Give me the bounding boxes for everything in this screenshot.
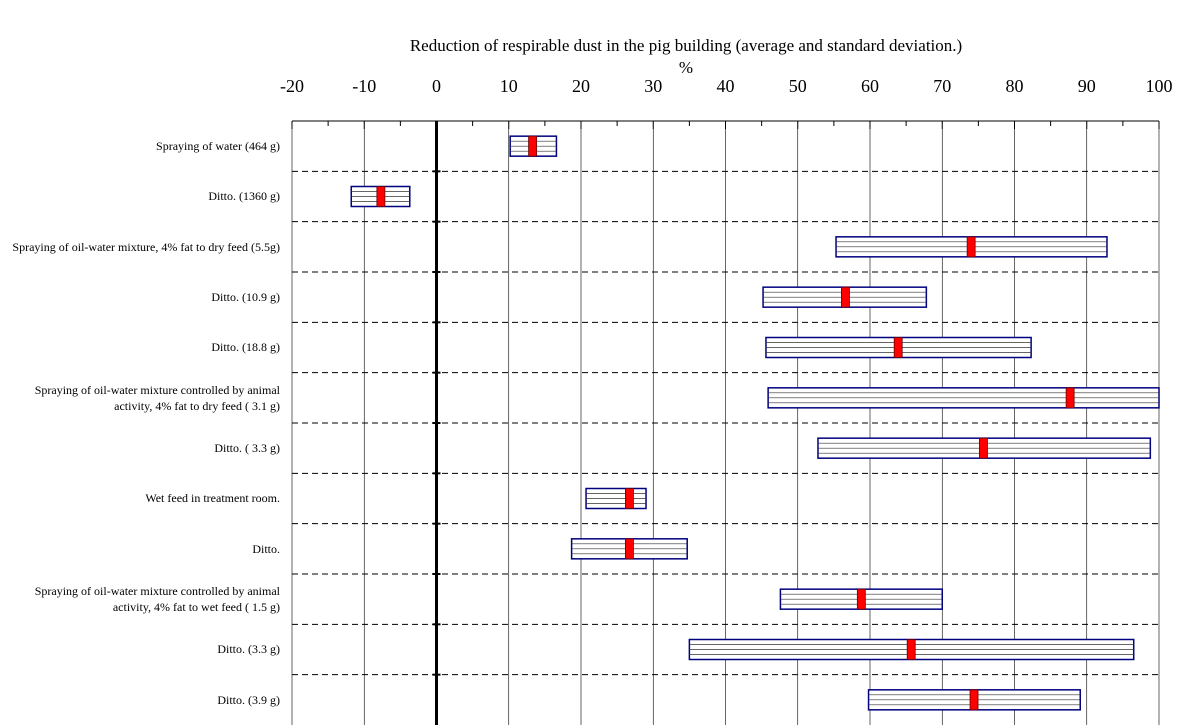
category-label: Ditto. (10.9 g) xyxy=(211,290,280,305)
category-label: Ditto. (3.3 g) xyxy=(217,642,280,657)
mean-marker xyxy=(979,437,988,459)
mean-marker xyxy=(528,135,537,157)
category-label: Ditto. (3.9 g) xyxy=(217,692,280,707)
x-tick-label: 70 xyxy=(933,76,951,96)
category-label: Spraying of oil-water mixture controlled… xyxy=(34,584,280,615)
category-label: Ditto. (1360 g) xyxy=(208,189,280,204)
mean-marker xyxy=(856,588,866,610)
category-label: Spraying of water (464 g) xyxy=(156,139,280,154)
x-tick-label: 80 xyxy=(1006,76,1024,96)
x-tick-label: 20 xyxy=(572,76,590,96)
axis-label: % xyxy=(679,58,693,77)
mean-marker xyxy=(625,538,634,560)
category-label: Spraying of oil-water mixture controlled… xyxy=(34,382,280,413)
mean-marker xyxy=(966,236,976,258)
mean-marker xyxy=(376,186,386,207)
category-label: Ditto. xyxy=(252,541,280,556)
x-tick-label: 100 xyxy=(1146,76,1173,96)
mean-marker xyxy=(1065,387,1075,409)
x-tick-label: -20 xyxy=(280,76,304,96)
x-tick-label: 10 xyxy=(500,76,518,96)
mean-marker xyxy=(906,639,916,660)
x-tick-label: -10 xyxy=(352,76,376,96)
category-label: Ditto. ( 3.3 g) xyxy=(214,441,280,456)
mean-marker xyxy=(893,337,903,358)
x-tick-label: 60 xyxy=(861,76,879,96)
x-tick-label: 30 xyxy=(644,76,662,96)
x-tick-label: 40 xyxy=(717,76,735,96)
mean-marker xyxy=(625,488,634,509)
mean-marker xyxy=(841,286,850,308)
mean-marker xyxy=(969,689,979,711)
x-tick-label: 50 xyxy=(789,76,807,96)
x-tick-label: 0 xyxy=(432,76,441,96)
x-tick-label: 90 xyxy=(1078,76,1096,96)
category-label: Spraying of oil-water mixture, 4% fat to… xyxy=(12,239,280,254)
category-label: Ditto. (18.8 g) xyxy=(211,340,280,355)
chart-title: Reduction of respirable dust in the pig … xyxy=(410,36,962,55)
category-label: Wet feed in treatment room. xyxy=(145,491,280,506)
